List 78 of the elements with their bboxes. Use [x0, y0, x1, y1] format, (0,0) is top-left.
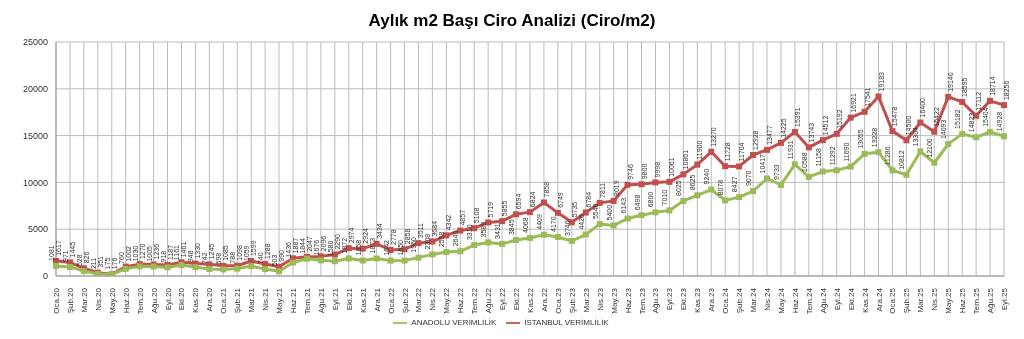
- x-tick-label: Mar.23: [581, 287, 591, 313]
- x-tick-label: Haz.22: [456, 287, 466, 314]
- x-tick-label: Ara.21: [372, 287, 382, 312]
- x-tick-label: Eki.22: [512, 287, 522, 311]
- x-tick-label: Nis.22: [428, 287, 438, 311]
- x-tick-label: Tem.25: [972, 287, 982, 315]
- x-tick-label: Mar.24: [749, 287, 759, 313]
- x-tick-label: May.20: [107, 287, 117, 314]
- x-tick-label: Eki.24: [846, 287, 856, 311]
- x-tick-label: Ağu.22: [484, 287, 494, 314]
- y-tick-label: 15000: [22, 130, 48, 141]
- x-tick-label: Kas.22: [526, 287, 535, 313]
- x-tick-label: Kas.23: [693, 287, 703, 313]
- x-tick-label: Kas.20: [191, 287, 201, 313]
- x-tick-label: Oca.25: [888, 287, 898, 314]
- x-tick-label: Şub.24: [735, 287, 745, 314]
- x-tick-label: Tem.24: [804, 287, 814, 315]
- x-tick-label: Şub.23: [567, 287, 577, 314]
- x-tick-label: Eki.20: [177, 287, 187, 311]
- x-tick-label: Kas.24: [860, 287, 870, 313]
- y-tick-label: 20000: [22, 83, 48, 94]
- x-tick-label: Kas.21: [358, 287, 368, 313]
- x-tick-label: Oca.24: [721, 287, 731, 314]
- chart-title: Aylık m2 Başı Ciro Analizi (Ciro/m2): [367, 10, 657, 32]
- x-tick-label: Ağu.20: [149, 287, 159, 314]
- x-tick-label: Haz.24: [790, 287, 800, 314]
- legend-label: İSTANBUL VERİMLİLİK: [524, 318, 609, 328]
- x-tick-label: Ara.23: [707, 287, 717, 312]
- x-tick-label: Şub.20: [65, 287, 75, 314]
- x-tick-label: Oca.20: [52, 287, 61, 314]
- x-tick-label: May.25: [944, 287, 954, 314]
- x-tick-label: May.22: [442, 287, 452, 314]
- x-tick-label: Eyl.24: [832, 287, 842, 311]
- y-tick-label: 25000: [22, 37, 48, 48]
- x-tick-label: Eyl.21: [330, 287, 340, 311]
- x-tick-label: Tem.21: [302, 287, 312, 315]
- x-tick-label: Ara.22: [539, 287, 549, 312]
- x-tick-label: Haz.21: [289, 287, 298, 314]
- y-tick-label: 0: [42, 271, 48, 282]
- x-tick-label: Nis.25: [930, 287, 940, 311]
- x-tick-label: Mar.22: [414, 287, 424, 313]
- x-tick-label: Mar.25: [916, 287, 926, 313]
- x-tick-label: Ağu.23: [651, 287, 661, 314]
- x-tick-label: May.21: [275, 287, 285, 314]
- x-tick-label: Mar.21: [247, 287, 257, 313]
- x-tick-label: Şub.25: [902, 287, 912, 314]
- y-tick-label: 10000: [22, 177, 48, 188]
- x-tick-label: Ara.24: [874, 287, 884, 312]
- x-tick-label: Haz.25: [958, 287, 968, 314]
- x-tick-label: Ağu.21: [316, 287, 326, 314]
- x-tick-label: Oca.21: [219, 287, 229, 314]
- x-tick-label: Şub.21: [233, 287, 243, 314]
- x-tick-label: Şub.22: [400, 287, 410, 314]
- x-tick-label: Nis.20: [93, 287, 103, 311]
- legend-label: ANADOLU VERİMLİLİK: [411, 318, 497, 328]
- x-tick-label: Ağu.24: [818, 287, 828, 314]
- x-tick-label: Eyl.23: [665, 287, 675, 311]
- x-tick-label: Ara.20: [205, 287, 215, 312]
- x-tick-label: Eki.21: [344, 287, 354, 311]
- x-tick-label: Haz.20: [121, 287, 131, 314]
- x-tick-label: Ağu.25: [986, 287, 996, 314]
- x-tick-label: Eyl.20: [163, 287, 173, 311]
- x-tick-label: Oca.23: [553, 287, 563, 314]
- x-tick-label: Nis.21: [261, 287, 271, 311]
- x-tick-label: Nis.23: [595, 287, 605, 311]
- x-tick-label: Oca.22: [386, 287, 396, 314]
- x-tick-label: Tem.22: [470, 287, 480, 315]
- x-tick-label: Tem.23: [637, 287, 647, 315]
- x-tick-label: Tem.20: [135, 287, 145, 315]
- x-tick-label: Mar.20: [79, 287, 89, 313]
- x-tick-label: May.24: [776, 287, 786, 314]
- x-tick-label: Nis.24: [763, 287, 772, 311]
- x-tick-label: Eyl.22: [498, 287, 508, 311]
- y-tick-label: 5000: [27, 224, 48, 235]
- x-tick-label: Eki.23: [679, 287, 689, 311]
- x-tick-label: Eyl.25: [1000, 287, 1009, 311]
- x-tick-label: May.23: [609, 287, 619, 314]
- x-tick-label: Haz.23: [623, 287, 633, 314]
